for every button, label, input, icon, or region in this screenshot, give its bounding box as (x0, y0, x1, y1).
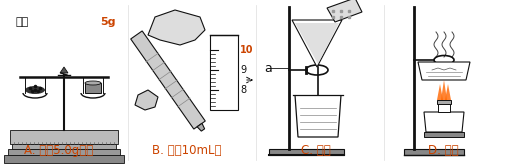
Polygon shape (131, 31, 205, 129)
FancyBboxPatch shape (437, 100, 451, 104)
Polygon shape (445, 84, 451, 100)
Text: 粗盐: 粗盐 (15, 17, 29, 27)
Text: D. 蒸发: D. 蒸发 (428, 144, 459, 157)
FancyBboxPatch shape (438, 104, 450, 112)
FancyBboxPatch shape (404, 149, 464, 155)
Polygon shape (135, 90, 158, 110)
Polygon shape (418, 62, 470, 80)
Text: A. 称取5.0g粗盐: A. 称取5.0g粗盐 (24, 144, 94, 157)
Ellipse shape (25, 86, 45, 94)
Text: 8: 8 (240, 85, 246, 95)
FancyBboxPatch shape (10, 130, 118, 144)
Text: a: a (264, 62, 272, 75)
Polygon shape (295, 95, 341, 137)
FancyBboxPatch shape (4, 155, 124, 163)
FancyBboxPatch shape (211, 50, 237, 109)
FancyBboxPatch shape (85, 83, 101, 93)
FancyBboxPatch shape (210, 35, 238, 110)
Text: 5g: 5g (100, 17, 116, 27)
Polygon shape (441, 80, 447, 100)
Polygon shape (292, 20, 342, 67)
Text: C. 过滤: C. 过滤 (301, 144, 331, 157)
Text: B. 量取10mL水: B. 量取10mL水 (152, 144, 221, 157)
Polygon shape (295, 23, 339, 64)
Text: 10: 10 (240, 45, 253, 55)
FancyBboxPatch shape (269, 149, 344, 155)
FancyBboxPatch shape (8, 149, 120, 155)
Polygon shape (424, 112, 464, 132)
FancyBboxPatch shape (424, 132, 464, 137)
FancyBboxPatch shape (12, 144, 116, 149)
Polygon shape (60, 67, 68, 73)
Ellipse shape (85, 81, 101, 85)
Polygon shape (327, 0, 362, 22)
Polygon shape (437, 84, 443, 100)
Polygon shape (148, 10, 205, 45)
Polygon shape (197, 123, 204, 131)
Text: 9: 9 (240, 65, 246, 75)
